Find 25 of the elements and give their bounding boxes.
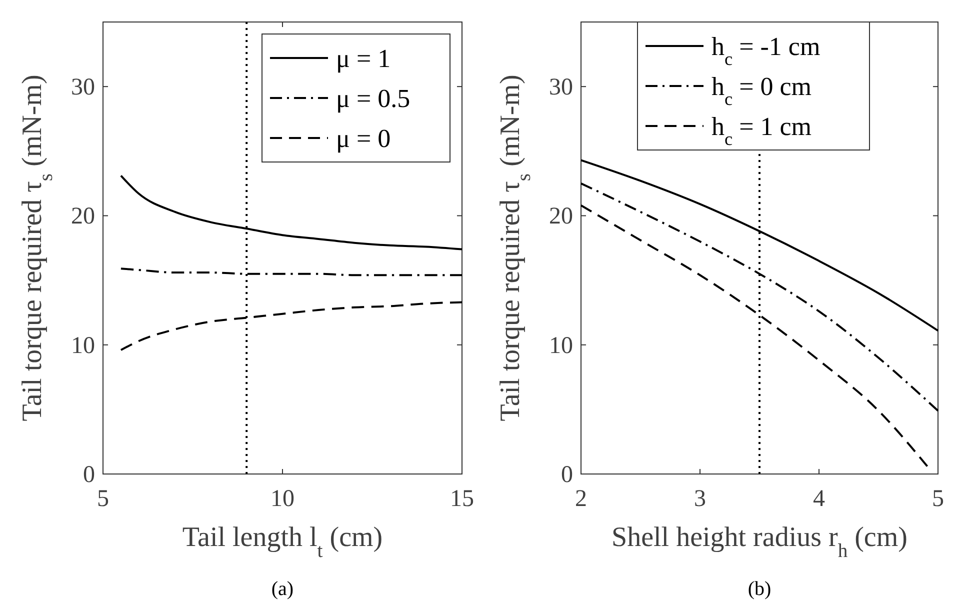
legend-label: μ = 0 [336,124,391,153]
x-tick-label: 2 [575,486,587,512]
x-tick-label: 10 [270,486,294,512]
legend-label: h$_{c}$ = 1 cm [712,112,812,149]
legend-label: h$_{c}$ = -1 cm [712,32,820,69]
x-tick-label: 5 [932,486,944,512]
x-tick-label: 15 [450,486,474,512]
y-tick-label: 0 [561,462,573,488]
x-tick-label: 5 [97,486,109,512]
legend-label: μ = 1 [336,44,391,73]
y-tick-label: 10 [549,332,573,359]
y-tick-label: 20 [71,204,95,230]
y-tick-label: 20 [549,204,573,230]
text: (a) [271,578,294,600]
y-tick-label: 30 [71,74,95,101]
x-tick-label: 3 [694,486,706,512]
text: (b) [748,578,772,600]
y-tick-label: 0 [83,462,95,488]
y-tick-label: 10 [71,332,95,359]
x-tick-label: 4 [813,486,825,512]
legend-label: h$_{c}$ = 0 cm [712,72,812,109]
y-tick-label: 30 [549,74,573,101]
legend-label: μ = 0.5 [336,84,410,113]
x-axis-title: Shell height radius r$_{h}$ (cm) [612,522,908,562]
x-axis-title: Tail length l$_{t}$ (cm) [182,522,383,562]
